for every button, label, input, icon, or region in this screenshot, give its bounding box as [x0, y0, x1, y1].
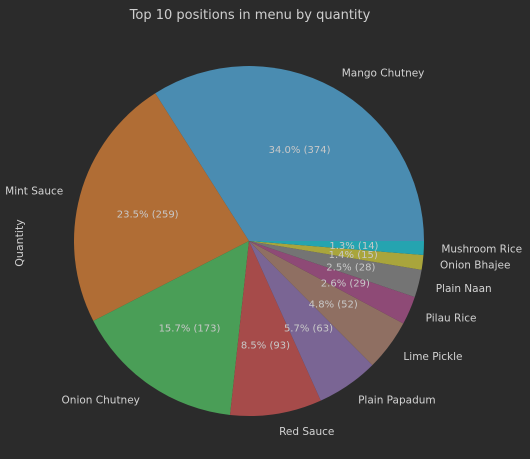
pct-label-red-sauce: 8.5% (93) [241, 341, 290, 352]
category-label-mint-sauce: Mint Sauce [5, 185, 63, 197]
y-axis-label: Quantity [13, 219, 26, 267]
pie-slices [74, 65, 424, 416]
pct-label-plain-papadum: 5.7% (63) [284, 324, 333, 335]
pie-slice-onion-chutney [93, 241, 250, 415]
pct-label-lime-pickle: 4.8% (52) [309, 300, 358, 311]
category-label-pilau-rice: Pilau Rice [426, 312, 477, 324]
pct-label-onion-bhajee: 1.4% (15) [329, 250, 378, 261]
pct-label-pilau-rice: 2.6% (29) [321, 279, 370, 290]
pie-slice-plain-papadum [249, 241, 373, 401]
chart-title: Top 10 positions in menu by quantity [129, 8, 371, 23]
pie-slice-onion-bhajee [249, 241, 424, 270]
pie-slice-mushroom-rice [249, 241, 424, 255]
pie-slice-mint-sauce [74, 93, 249, 321]
pie-slice-pilau-rice [249, 241, 415, 324]
pie-labels: 34.0% (374) Mango Chutney 23.5% (259) Mint … [5, 67, 522, 438]
pct-label-onion-chutney: 15.7% (173) [159, 324, 221, 335]
category-label-plain-papadum: Plain Papadum [358, 395, 436, 407]
pct-label-mango-chutney: 34.0% (374) [269, 145, 331, 156]
category-label-mango-chutney: Mango Chutney [342, 67, 425, 79]
pie-slice-red-sauce [230, 241, 321, 416]
pie-slice-lime-pickle [249, 241, 404, 366]
category-label-onion-bhajee: Onion Bhajee [440, 260, 510, 272]
pct-label-plain-naan: 2.5% (28) [326, 263, 375, 274]
pct-label-mint-sauce: 23.5% (259) [117, 209, 179, 220]
category-label-onion-chutney: Onion Chutney [62, 395, 140, 407]
category-label-mushroom-rice: Mushroom Rice [441, 244, 522, 256]
category-label-plain-naan: Plain Naan [436, 283, 492, 295]
category-label-lime-pickle: Lime Pickle [403, 351, 462, 363]
pie-slice-plain-naan [249, 241, 422, 297]
pie-slice-mango-chutney [155, 65, 424, 241]
pct-label-mushroom-rice: 1.3% (14) [329, 241, 378, 252]
category-label-red-sauce: Red Sauce [279, 426, 334, 438]
